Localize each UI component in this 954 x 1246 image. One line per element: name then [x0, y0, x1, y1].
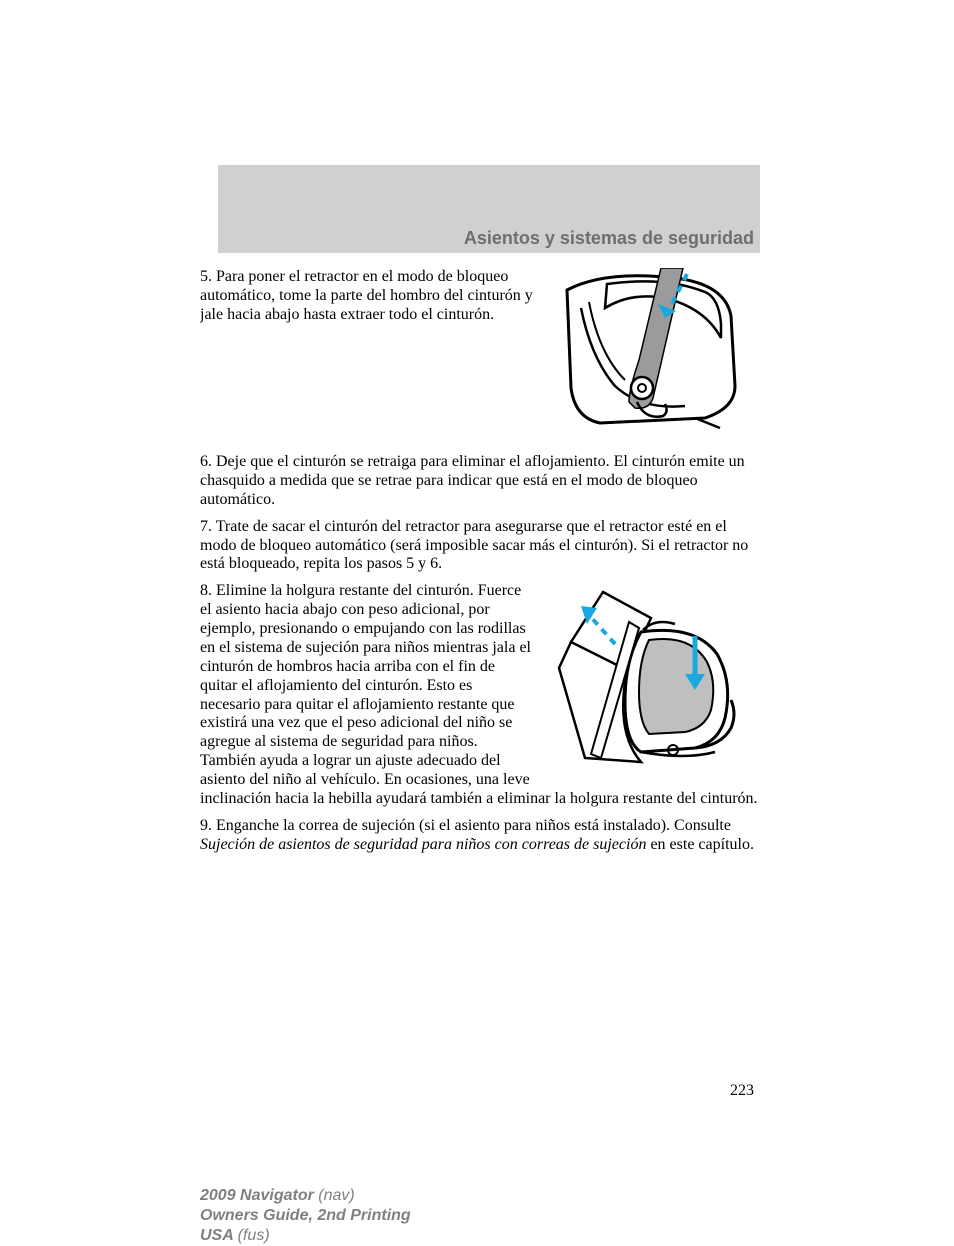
- step-9-a: 9. Enganche la correa de sujeción (si el…: [200, 817, 731, 834]
- step-9-b: en este capítulo.: [646, 836, 754, 853]
- section-title: Asientos y sistemas de seguridad: [218, 228, 760, 249]
- footer-line1-bold: 2009 Navigator: [200, 1187, 318, 1204]
- child-seat-tighten-diagram: [545, 582, 760, 772]
- footer-line1-ital: (nav): [318, 1187, 354, 1204]
- footer: 2009 Navigator (nav) Owners Guide, 2nd P…: [200, 1186, 411, 1246]
- step-6-text: 6. Deje que el cinturón se retraiga para…: [200, 453, 760, 510]
- footer-line3-bold: USA: [200, 1227, 238, 1244]
- page-number: 223: [730, 1082, 754, 1100]
- footer-line2-bold: Owners Guide, 2nd Printing: [200, 1207, 411, 1224]
- step-8-block: 8. Elimine la holgura restante del cintu…: [200, 582, 760, 809]
- page-body: 5. Para poner el retractor en el modo de…: [200, 260, 760, 855]
- step-9-italic: Sujeción de asientos de seguridad para n…: [200, 836, 646, 853]
- step-9-text: 9. Enganche la correa de sujeción (si el…: [200, 817, 760, 855]
- step-7-text: 7. Trate de sacar el cinturón del retrac…: [200, 518, 760, 575]
- footer-line3-ital: (fus): [238, 1227, 270, 1244]
- step-5-block: 5. Para poner el retractor en el modo de…: [200, 268, 760, 433]
- seat-belt-routing-diagram: [545, 268, 760, 433]
